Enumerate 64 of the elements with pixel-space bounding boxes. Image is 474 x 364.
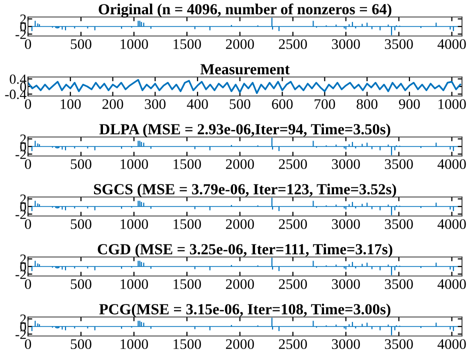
x-tick-label: 500 [70, 279, 92, 290]
x-tick-label: 3500 [384, 279, 413, 290]
x-tick-label: 3500 [384, 159, 413, 170]
x-tick-label: 2000 [226, 39, 254, 50]
x-tick-label: 1000 [120, 339, 148, 350]
chart-title: SGCS (MSE = 3.79e-06, Iter=123, Time=3.52s) [94, 184, 396, 198]
x-tick-label: 900 [398, 99, 420, 110]
x-tick-label: 3000 [332, 279, 360, 290]
x-tick-label: 1500 [174, 39, 201, 50]
x-tick-label: 500 [70, 219, 92, 230]
x-tick-label: 2500 [278, 159, 307, 170]
y-tick-label: -2 [16, 150, 26, 159]
x-tick-label: 3500 [384, 339, 413, 350]
x-tick-label: 3000 [332, 39, 360, 50]
x-tick-label: 1000 [120, 219, 148, 230]
x-tick-label: 2500 [278, 39, 307, 50]
chart-title: Original (n = 4096, number of nonzeros = 64) [98, 3, 392, 18]
x-tick-label: 2500 [278, 219, 307, 230]
x-tick-label: 4000 [438, 39, 466, 50]
x-tick-label: 700 [314, 99, 336, 110]
x-tick-label: 1000 [120, 279, 148, 290]
x-tick-label: 2000 [226, 219, 254, 230]
x-tick-label: 3000 [332, 219, 360, 230]
chart-title: Measurement [200, 64, 290, 74]
x-tick-label: 2000 [226, 339, 254, 350]
y-tick-label: -2 [16, 30, 26, 39]
y-tick-label: -0.4 [5, 90, 26, 100]
x-tick-label: 3500 [384, 39, 413, 50]
x-tick-label: 2000 [226, 279, 254, 290]
y-tick-label: -2 [16, 270, 26, 279]
x-tick-label: 500 [70, 39, 92, 50]
x-tick-label: 1500 [174, 219, 201, 230]
x-tick-label: 1500 [174, 159, 201, 170]
y-tick-label: -2 [16, 330, 26, 339]
x-tick-label: 2500 [278, 339, 307, 350]
x-tick-label: 2500 [278, 279, 307, 290]
x-tick-label: 600 [272, 99, 293, 110]
x-tick-label: 1000 [120, 159, 148, 170]
chart-title: PCG(MSE = 3.15e-06, Iter=108, Time=3.00s) [99, 304, 390, 318]
x-tick-label: 800 [356, 99, 378, 110]
x-tick-label: 300 [144, 99, 166, 110]
x-tick-label: 2000 [226, 159, 254, 170]
x-tick-label: 3500 [384, 219, 413, 230]
line-series [28, 79, 462, 94]
x-tick-label: 3000 [332, 159, 360, 170]
x-tick-label: 100 [60, 99, 81, 110]
x-tick-label: 500 [70, 159, 92, 170]
x-tick-label: 1500 [174, 279, 201, 290]
y-tick-label: 0.4 [10, 74, 26, 84]
chart-title: CGD (MSE = 3.25e-06, Iter=111, Time=3.17s) [98, 244, 392, 258]
x-tick-label: 400 [186, 99, 208, 110]
x-tick-label: 500 [70, 339, 92, 350]
x-tick-label: 500 [230, 99, 250, 110]
x-tick-label: 1000 [438, 99, 466, 110]
x-tick-label: 4000 [438, 279, 466, 290]
x-tick-label: 1000 [120, 39, 148, 50]
x-tick-label: 4000 [438, 219, 466, 230]
x-tick-label: 1500 [174, 339, 201, 350]
x-tick-label: 200 [102, 99, 124, 110]
chart-title: DLPA (MSE = 2.93e-06,Iter=94, Time=3.50s) [99, 124, 390, 138]
x-tick-label: 4000 [438, 339, 466, 350]
x-tick-label: 4000 [438, 159, 466, 170]
x-tick-label: 3000 [332, 339, 360, 350]
y-tick-label: -2 [16, 210, 26, 219]
